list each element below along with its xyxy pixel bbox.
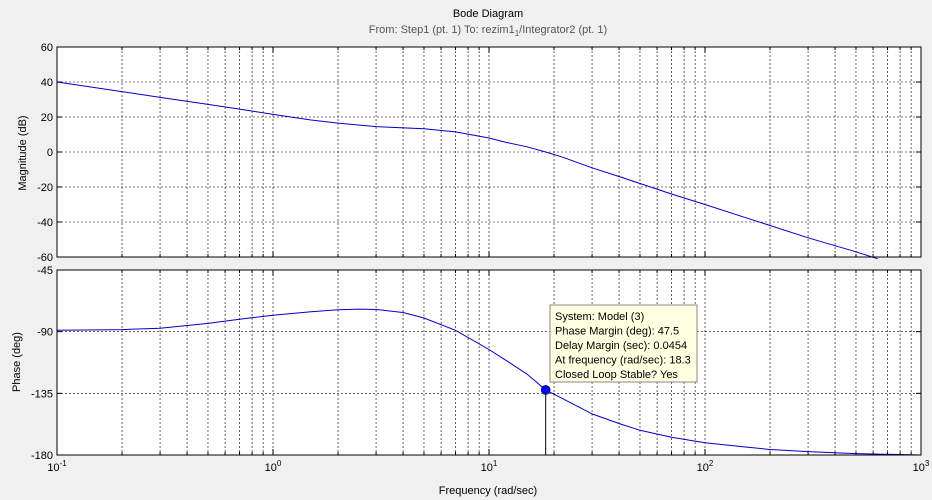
frequency-axis-ticks: 10-1 100 101 102 103 [47,459,930,474]
y-tick-label: 20 [41,112,53,124]
y-tick-label: -90 [37,327,53,339]
data-tip-line: Closed Loop Stable? Yes [555,369,678,381]
y-tick-label: -20 [37,182,53,194]
x-tick-label: 100 [265,459,282,474]
magnitude-axis-label: Magnitude (dB) [17,115,29,190]
x-tick-label: 102 [697,459,714,474]
phase-axis-label: Phase (deg) [11,332,23,392]
y-tick-label: -45 [37,265,53,277]
phase-plot: -45 -90 -135 -180 [31,265,922,462]
data-tip-line: Phase Margin (deg): 47.5 [555,326,679,338]
x-tick-label: 10-1 [47,459,67,474]
y-tick-label: 60 [41,42,53,54]
phase-margin-marker[interactable] [540,385,551,395]
magnitude-series-line [56,81,878,260]
chart-subtitle: From: Step1 (pt. 1) To: rezim11/Integrat… [369,24,607,38]
y-tick-label: -40 [37,217,53,229]
y-tick-label: -135 [31,388,53,400]
y-tick-label: -60 [37,252,53,264]
plot-frame [56,269,922,456]
magnitude-plot: 60 40 20 0 -20 -40 -60 [37,42,922,264]
chart-title: Bode Diagram [453,8,523,20]
data-tip-line: System: Model (3) [555,311,644,323]
y-tick-label: -180 [31,450,53,462]
data-tip-line: At frequency (rad/sec): 18.3 [555,355,691,367]
plot-frame [56,46,922,258]
data-tip-line: Delay Margin (sec): 0.0454 [555,340,687,352]
x-tick-label: 101 [481,459,498,474]
x-tick-label: 103 [913,459,930,474]
data-tip[interactable]: System: Model (3) Phase Margin (deg): 47.… [540,304,698,455]
x-axis-label: Frequency (rad/sec) [439,485,537,497]
grid [57,47,921,257]
y-tick-label: 0 [47,147,53,159]
phase-series-line [56,308,922,456]
data-tip-box[interactable] [549,304,698,383]
y-tick-label: 40 [41,77,53,89]
